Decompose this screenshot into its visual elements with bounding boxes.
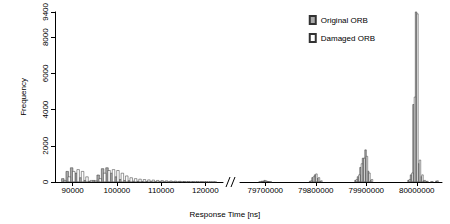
svg-text:4000: 4000 (41, 100, 50, 118)
svg-text:Damaged ORB: Damaged ORB (321, 34, 375, 43)
svg-text:2000: 2000 (41, 136, 50, 154)
svg-text:120000: 120000 (192, 186, 219, 195)
svg-text:Frequency: Frequency (19, 78, 28, 116)
svg-text:80000000: 80000000 (399, 186, 435, 195)
svg-text:79700000: 79700000 (247, 186, 283, 195)
svg-text:79800000: 79800000 (298, 186, 334, 195)
svg-text:Original ORB: Original ORB (321, 16, 368, 25)
svg-text:6000: 6000 (41, 64, 50, 82)
svg-text:Response Time [ns]: Response Time [ns] (190, 210, 261, 219)
svg-text:90000: 90000 (62, 186, 85, 195)
svg-text:9400: 9400 (41, 2, 50, 20)
svg-text:8000: 8000 (41, 28, 50, 46)
svg-text:79900000: 79900000 (348, 186, 384, 195)
svg-text:110000: 110000 (148, 186, 175, 195)
svg-text:0: 0 (41, 179, 50, 184)
svg-text:100000: 100000 (104, 186, 131, 195)
